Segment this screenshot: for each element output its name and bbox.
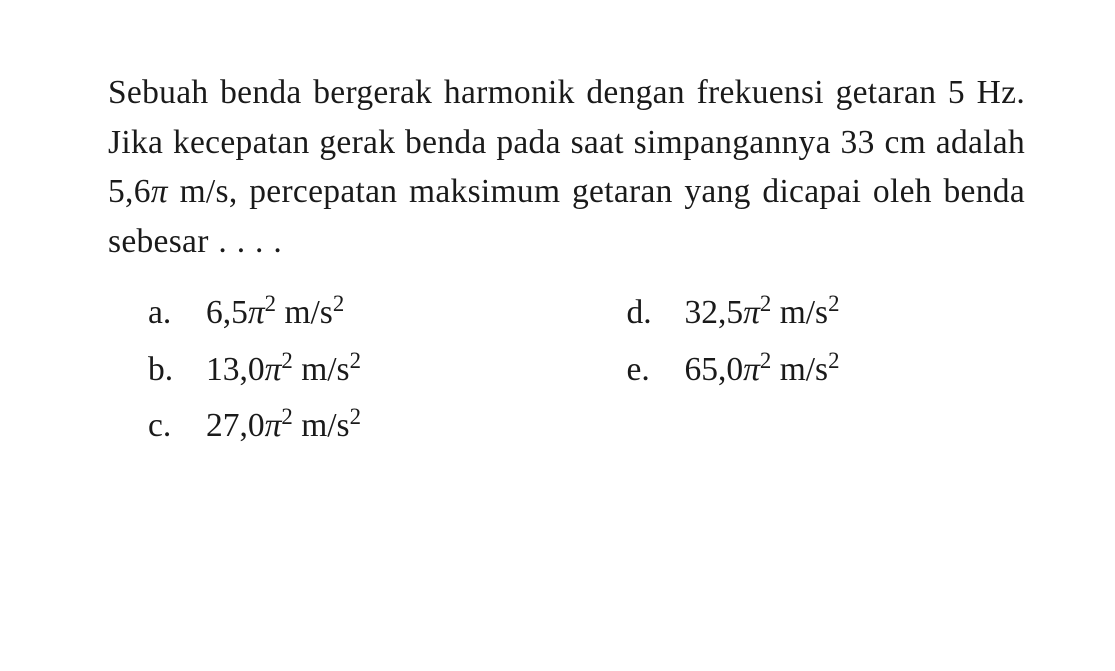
unit-exponent: 2 <box>828 347 839 372</box>
option-letter: a. <box>148 288 206 338</box>
option-letter: d. <box>627 288 685 338</box>
pi-exponent: 2 <box>760 347 771 372</box>
option-b: b. 13,0π2 m/s2 <box>148 345 547 395</box>
pi-exponent: 2 <box>281 347 292 372</box>
option-letter: b. <box>148 345 206 395</box>
option-coeff: 32,5 <box>685 294 744 331</box>
option-value: 65,0π2 m/s2 <box>685 345 840 395</box>
unit-exponent: 2 <box>350 347 361 372</box>
pi-symbol: π <box>248 294 265 331</box>
options-block: a. 6,5π2 m/s2 d. 32,5π2 m/s2 b. 13,0π2 m… <box>108 288 1025 451</box>
unit-base: m/s <box>301 351 349 388</box>
pi-exponent: 2 <box>760 291 771 316</box>
unit-base: m/s <box>780 351 828 388</box>
option-coeff: 65,0 <box>685 351 744 388</box>
option-c: c. 27,0π2 m/s2 <box>148 401 547 451</box>
pi-symbol: π <box>265 351 282 388</box>
empty-cell <box>627 401 1026 451</box>
unit-base: m/s <box>780 294 828 331</box>
pi-exponent: 2 <box>281 404 292 429</box>
pi-symbol: π <box>151 173 168 210</box>
option-coeff: 27,0 <box>206 407 265 444</box>
question-text: Sebuah benda bergerak harmonik dengan fr… <box>108 68 1025 266</box>
option-value: 13,0π2 m/s2 <box>206 345 361 395</box>
pi-symbol: π <box>743 294 760 331</box>
option-value: 27,0π2 m/s2 <box>206 401 361 451</box>
pi-symbol: π <box>743 351 760 388</box>
option-letter: c. <box>148 401 206 451</box>
unit-exponent: 2 <box>350 404 361 429</box>
option-value: 6,5π2 m/s2 <box>206 288 344 338</box>
page-content: Sebuah benda bergerak harmonik dengan fr… <box>0 0 1115 451</box>
pi-exponent: 2 <box>265 291 276 316</box>
pi-symbol: π <box>265 407 282 444</box>
option-coeff: 6,5 <box>206 294 248 331</box>
option-letter: e. <box>627 345 685 395</box>
option-value: 32,5π2 m/s2 <box>685 288 840 338</box>
unit-exponent: 2 <box>333 291 344 316</box>
option-e: e. 65,0π2 m/s2 <box>627 345 1026 395</box>
unit-exponent: 2 <box>828 291 839 316</box>
option-coeff: 13,0 <box>206 351 265 388</box>
unit-base: m/s <box>284 294 332 331</box>
unit-base: m/s <box>301 407 349 444</box>
option-d: d. 32,5π2 m/s2 <box>627 288 1026 338</box>
question-body: Sebuah benda bergerak harmonik dengan fr… <box>108 74 1025 260</box>
option-a: a. 6,5π2 m/s2 <box>148 288 547 338</box>
